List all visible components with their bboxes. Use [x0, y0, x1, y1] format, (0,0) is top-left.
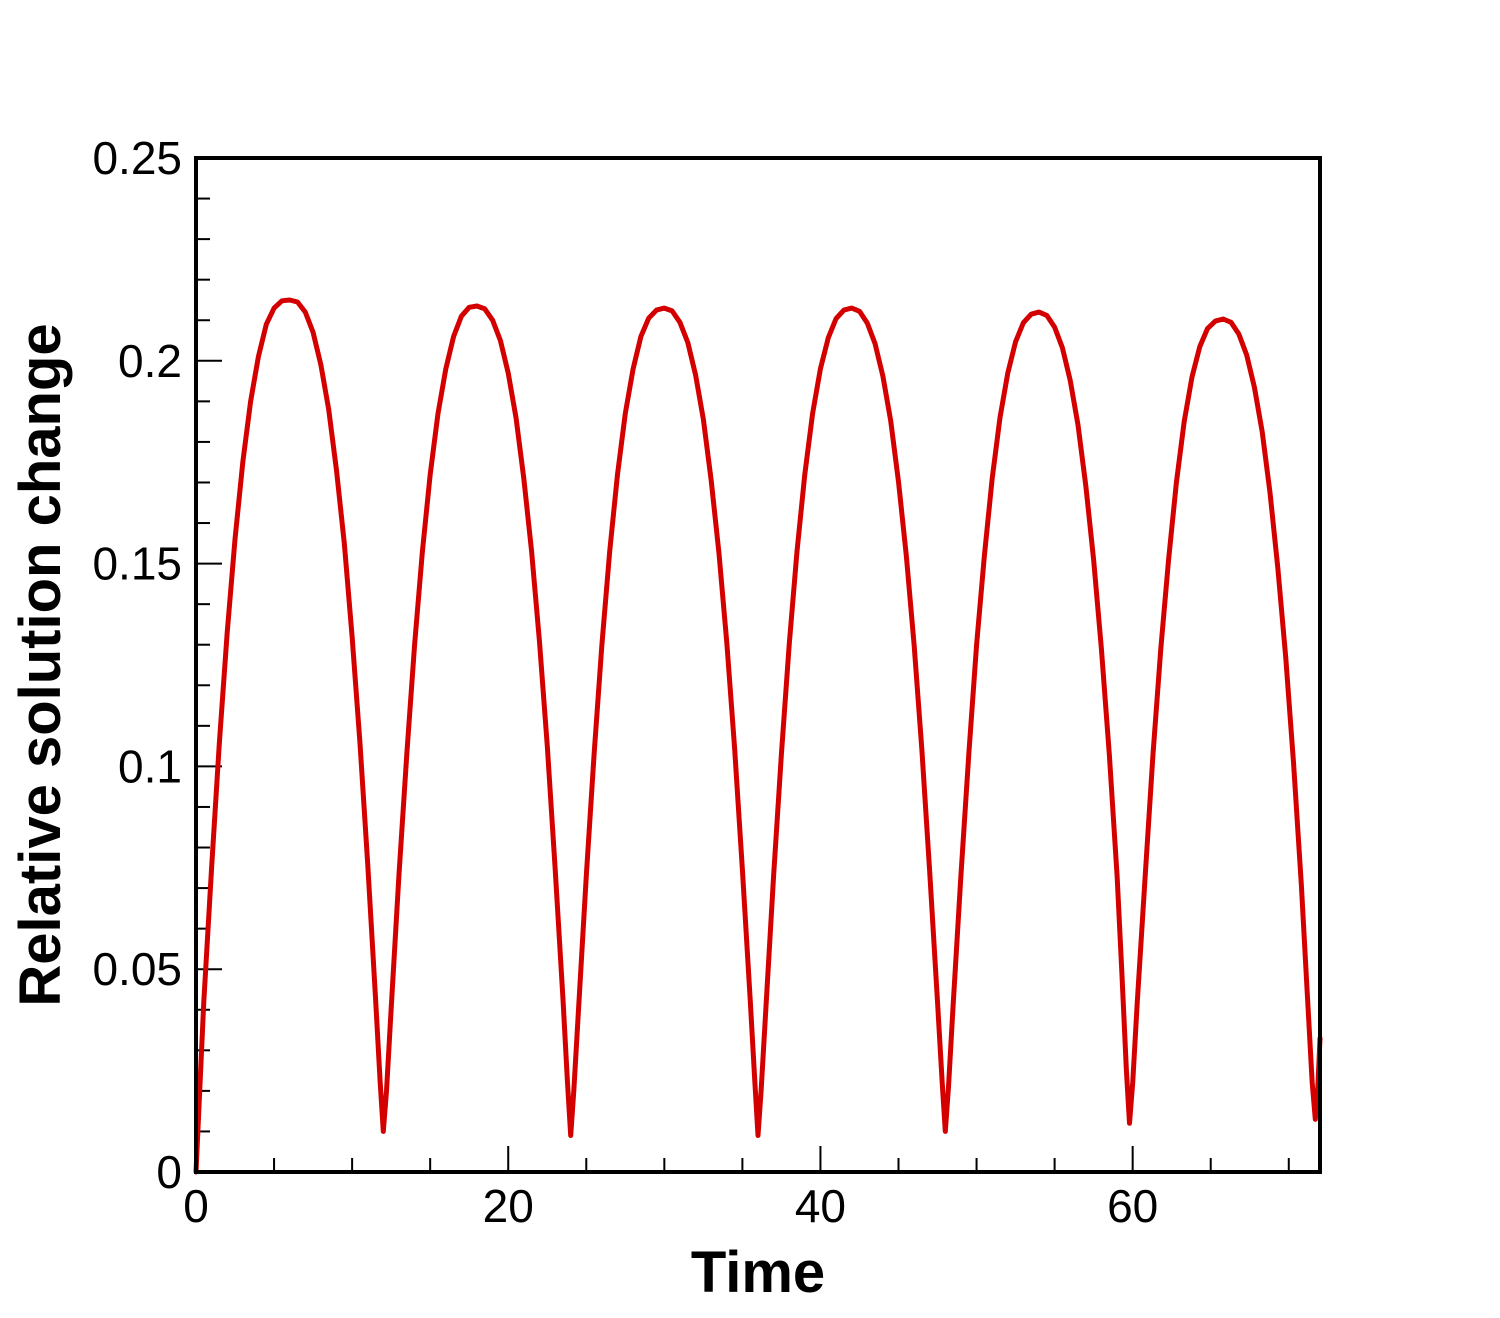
x-tick-label: 60 — [1107, 1180, 1158, 1232]
x-tick-label: 40 — [795, 1180, 846, 1232]
plot-area — [193, 297, 1323, 1175]
y-tick-label: 0 — [156, 1146, 182, 1198]
y-axis-title: Relative solution change — [8, 323, 73, 1006]
plot-frame — [194, 156, 1322, 1174]
y-tick-label: 0.1 — [118, 740, 182, 792]
y-tick-label: 0.25 — [92, 132, 182, 184]
y-tick-label: 0.05 — [92, 943, 182, 995]
y-tick-label: 0.2 — [118, 335, 182, 387]
series-line-1 — [193, 297, 1323, 1175]
y-tick-labels: 0 0.05 0.1 0.15 0.2 0.25 — [92, 132, 182, 1198]
x-tick-label: 20 — [483, 1180, 534, 1232]
y-tick-label: 0.15 — [92, 538, 182, 590]
x-tick-label: 0 — [183, 1180, 209, 1232]
x-axis-title: Time — [691, 1240, 825, 1305]
x-tick-labels: 0 20 40 60 — [183, 1180, 1158, 1232]
